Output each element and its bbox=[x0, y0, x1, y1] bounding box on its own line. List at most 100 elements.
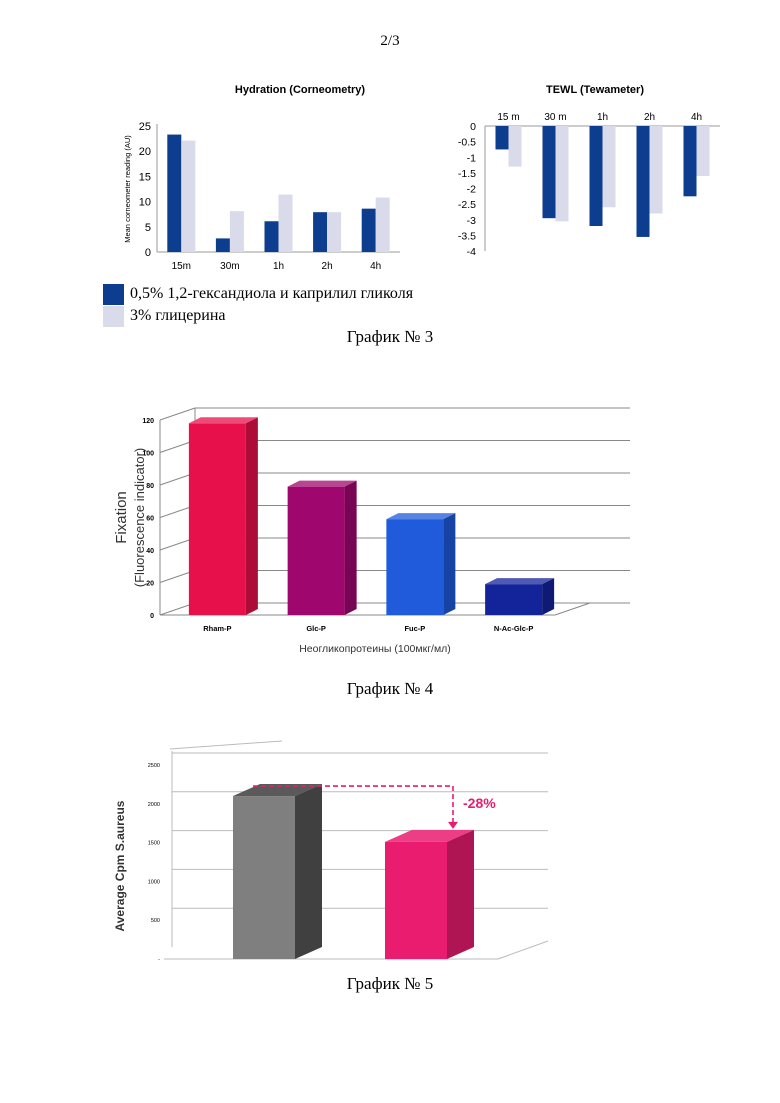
y-tick-label: 20 bbox=[146, 581, 154, 588]
x-tick-label: Fuc-P bbox=[404, 624, 425, 633]
y-tick-label: -1 bbox=[467, 152, 476, 164]
y-tick-label: -2 bbox=[467, 184, 476, 196]
x-tick-label: 1h bbox=[597, 112, 608, 123]
y-tick-label: 25 bbox=[139, 121, 151, 133]
bar-top bbox=[386, 513, 455, 519]
bar-series1 bbox=[313, 212, 327, 252]
bar-series1 bbox=[543, 126, 556, 218]
x-tick-label: 4h bbox=[691, 112, 702, 123]
hydration-chart-title: Hydration (Corneometry) bbox=[200, 84, 400, 96]
floor-edge bbox=[498, 941, 548, 959]
legend-item: 3% глицерина bbox=[103, 305, 413, 327]
y-tick-label: 1000 bbox=[148, 879, 160, 885]
bar-series1 bbox=[496, 126, 509, 149]
y-tick-label: -4 bbox=[467, 246, 476, 258]
legend-label-series1: 0,5% 1,2-гександиола и каприлил гликоля bbox=[130, 285, 413, 303]
y-tick-label: 2500 bbox=[148, 763, 160, 769]
y-tick-label: -3 bbox=[467, 215, 476, 227]
gridline-diagonal bbox=[160, 408, 195, 420]
bar-series1 bbox=[216, 238, 230, 252]
tewl-chart: 0-0.5-1-1.5-2-2.5-3-3.5-415 m30 m1h2h4h bbox=[440, 105, 740, 265]
x-tick-label: 1h bbox=[273, 261, 284, 272]
y-tick-label: 80 bbox=[146, 483, 154, 490]
x-tick-label: 15 m bbox=[497, 112, 519, 123]
y-tick-label: 10 bbox=[139, 197, 151, 209]
bar-front bbox=[385, 842, 447, 959]
bar-side bbox=[443, 513, 455, 615]
y-tick-label: 20 bbox=[139, 146, 151, 158]
y-tick-label: - bbox=[158, 957, 160, 963]
bar-series1 bbox=[167, 135, 181, 252]
hydration-chart: 0 5 10 15 20 25 Mean corneometer reading (AU) 1… bbox=[110, 108, 410, 278]
y-axis-subtitle: (Fluorescence indicator) bbox=[132, 448, 147, 587]
top-edge bbox=[170, 741, 282, 749]
legend-item: 0,5% 1,2-гександиола и каприлил гликоля bbox=[103, 283, 413, 305]
y-tick-label: 500 bbox=[151, 918, 160, 924]
x-tick-label: Glc-P bbox=[306, 624, 326, 633]
y-tick-label: 0 bbox=[145, 247, 151, 259]
bar-side bbox=[345, 481, 357, 615]
bar-series1 bbox=[684, 126, 697, 196]
y-tick-label: 2000 bbox=[148, 802, 160, 808]
y-tick-label: 60 bbox=[146, 516, 154, 523]
saureus-chart: - 500 1000 1500 2000 2500 Average Cpm S.aureus… bbox=[110, 735, 560, 965]
bar-top bbox=[288, 481, 357, 487]
reduction-arrow-head bbox=[448, 822, 458, 829]
bar-side bbox=[295, 784, 322, 959]
legend-swatch-series2 bbox=[103, 306, 124, 327]
bar-front bbox=[288, 487, 345, 615]
bar-series2 bbox=[556, 126, 569, 221]
y-tick-label: 15 bbox=[139, 171, 151, 183]
y-tick-label: 0 bbox=[150, 613, 154, 620]
caption-graph-3: График № 3 bbox=[0, 327, 780, 347]
y-axis-title: Mean corneometer reading (AU) bbox=[123, 135, 132, 243]
y-axis-title: Average Cpm S.aureus bbox=[113, 800, 127, 931]
y-tick-label: 40 bbox=[146, 548, 154, 555]
bar-series2 bbox=[181, 141, 195, 252]
floor-edge bbox=[555, 603, 590, 615]
caption-graph-5: График № 5 bbox=[0, 974, 780, 994]
y-tick-label: -1.5 bbox=[458, 168, 476, 180]
y-tick-label: 5 bbox=[145, 222, 151, 234]
legend-swatch-series1 bbox=[103, 284, 124, 305]
bar-series2 bbox=[697, 126, 710, 176]
bar-series2 bbox=[650, 126, 663, 214]
bar-top bbox=[189, 417, 258, 423]
bar-series2 bbox=[279, 195, 293, 252]
bar-side bbox=[542, 578, 554, 615]
legend-label-series2: 3% глицерина bbox=[130, 307, 226, 325]
bar-series1 bbox=[362, 209, 376, 252]
bar-front bbox=[233, 796, 295, 959]
x-tick-label: 30 m bbox=[544, 112, 566, 123]
x-tick-label: 4h bbox=[370, 261, 381, 272]
bar-front bbox=[189, 423, 246, 615]
bar-top bbox=[485, 578, 554, 584]
x-tick-label: 15m bbox=[172, 261, 191, 272]
reduction-label: -28% bbox=[463, 795, 496, 811]
legend: 0,5% 1,2-гександиола и каприлил гликоля … bbox=[103, 283, 413, 327]
bar-series2 bbox=[327, 212, 341, 252]
bar-series1 bbox=[637, 126, 650, 237]
y-tick-label: 1500 bbox=[148, 841, 160, 847]
x-tick-label: 2h bbox=[322, 261, 333, 272]
bar-series1 bbox=[265, 221, 279, 252]
x-tick-label: Rham-P bbox=[203, 624, 231, 633]
y-tick-label: 120 bbox=[142, 418, 154, 425]
bar-series2 bbox=[376, 198, 390, 252]
bar-series2 bbox=[509, 126, 522, 167]
bar-series2 bbox=[603, 126, 616, 207]
x-tick-label: 2h bbox=[644, 112, 655, 123]
x-tick-label: N-Ac-Glc-P bbox=[494, 624, 534, 633]
fixation-chart: 020406080100120Rham-PGlc-PFuc-PN-Ac-Glc-… bbox=[110, 395, 650, 670]
y-tick-label: 0 bbox=[470, 121, 476, 133]
caption-graph-4: График № 4 bbox=[0, 679, 780, 699]
bar-front bbox=[485, 584, 542, 615]
bar-side bbox=[246, 417, 258, 615]
bar-series1 bbox=[590, 126, 603, 226]
bar-side bbox=[447, 830, 474, 959]
bar-series2 bbox=[230, 211, 244, 252]
x-tick-label: 30m bbox=[220, 261, 239, 272]
y-axis-title: Fixation bbox=[113, 491, 130, 544]
y-tick-label: -2.5 bbox=[458, 199, 476, 211]
y-tick-label: -3.5 bbox=[458, 230, 476, 242]
